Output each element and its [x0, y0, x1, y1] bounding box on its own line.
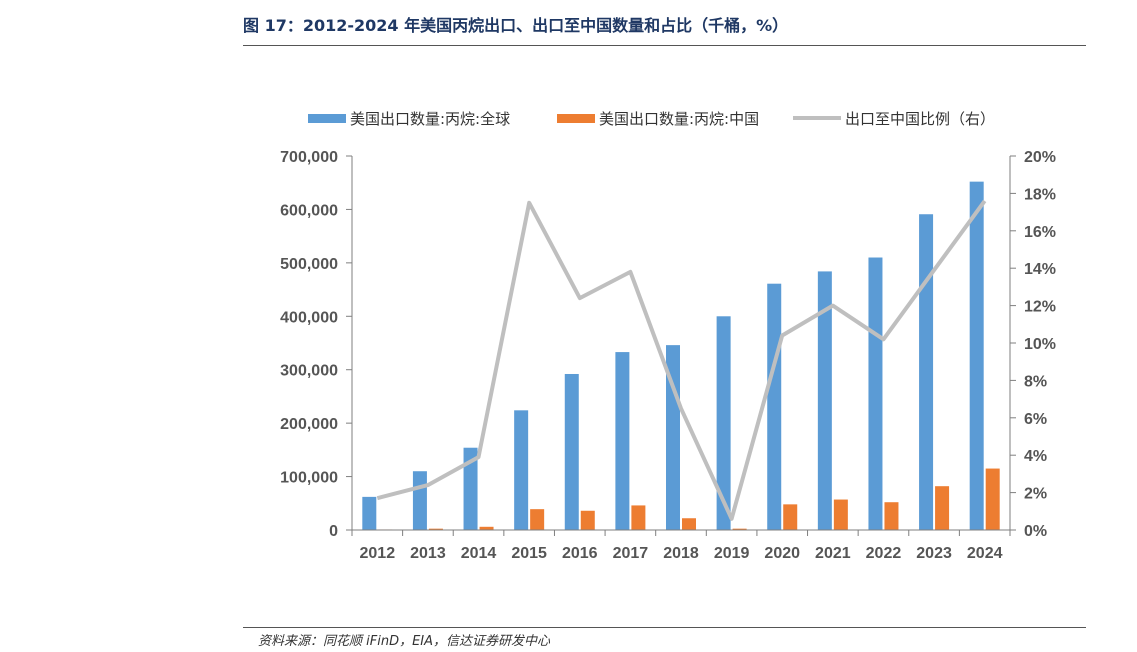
left-tick-label: 300,000 [280, 363, 338, 380]
ratio-line-layer [376, 199, 987, 521]
bar-global-2015 [514, 410, 529, 530]
x-tick-label: 2024 [967, 545, 1003, 562]
bar-global-2016 [564, 373, 579, 530]
legend-global-label: 美国出口数量:丙烷:全球 [350, 110, 510, 128]
x-tick-label: 2014 [461, 545, 497, 562]
legend-ratio-label: 出口至中国比例（右） [845, 110, 995, 128]
left-tick-label: 200,000 [280, 416, 338, 433]
x-tick-label: 2021 [815, 545, 851, 562]
axes [346, 155, 1016, 536]
left-tick-label: 500,000 [280, 256, 338, 273]
right-tick-label: 4% [1024, 448, 1047, 465]
right-tick-label: 0% [1024, 523, 1047, 540]
bar-global-2021 [817, 271, 832, 530]
x-tick-label: 2015 [511, 545, 547, 562]
bar-global-2023 [919, 214, 934, 531]
legend-china-swatch [557, 114, 595, 123]
bar-china-2017 [631, 505, 646, 530]
bar-china-2016 [580, 510, 595, 530]
right-tick-label: 12% [1024, 299, 1056, 316]
right-tick-label: 20% [1024, 149, 1056, 166]
bar-global-2013 [412, 471, 427, 530]
title-rule [243, 45, 1086, 46]
bar-global-2019 [716, 316, 731, 530]
bar-china-2018 [682, 518, 696, 530]
legend-global-swatch [308, 114, 346, 123]
bar-china-2019 [732, 528, 747, 530]
x-tick-label: 2022 [866, 545, 902, 562]
right-tick-label: 14% [1024, 261, 1056, 278]
right-tick-label: 8% [1024, 373, 1047, 390]
x-tick-label: 2013 [410, 545, 446, 562]
left-tick-label: 0 [329, 523, 338, 540]
figure-title: 图 17：2012-2024 年美国丙烷出口、出口至中国数量和占比（千桶，%） [243, 16, 789, 35]
bar-global-2012 [362, 496, 377, 530]
ratio-line [376, 199, 987, 521]
left-tick-label: 400,000 [280, 309, 338, 326]
x-tick-label: 2017 [613, 545, 649, 562]
x-tick-label: 2020 [764, 545, 800, 562]
right-tick-label: 18% [1024, 186, 1056, 203]
bar-china-2014 [479, 526, 494, 530]
bar-china-2015 [530, 509, 545, 530]
bar-china-2023 [935, 486, 950, 530]
x-tick-label: 2023 [916, 545, 952, 562]
bar-china-2021 [833, 499, 848, 530]
source-note: 资料来源：同花顺 iFinD，EIA，信达证券研发中心 [258, 634, 551, 649]
bars [362, 181, 1000, 531]
bar-global-2014 [463, 447, 478, 530]
right-tick-label: 10% [1024, 336, 1056, 353]
left-tick-label: 700,000 [280, 149, 338, 166]
legend: 美国出口数量:丙烷:全球 美国出口数量:丙烷:中国 出口至中国比例（右） [308, 110, 995, 128]
right-tick-label: 2% [1024, 486, 1047, 503]
bar-china-2022 [884, 502, 899, 530]
legend-china-label: 美国出口数量:丙烷:中国 [599, 110, 759, 128]
bar-china-2013 [428, 528, 443, 530]
right-tick-label: 6% [1024, 411, 1047, 428]
left-tick-label: 600,000 [280, 202, 338, 219]
x-tick-label: 2019 [714, 545, 750, 562]
x-tick-label: 2016 [562, 545, 598, 562]
bar-china-2020 [783, 504, 798, 530]
x-tick-label: 2018 [663, 545, 699, 562]
bar-china-2024 [985, 468, 1000, 530]
left-tick-label: 100,000 [280, 470, 338, 487]
right-tick-label: 16% [1024, 224, 1056, 241]
bar-global-2020 [767, 283, 782, 530]
x-tick-label: 2012 [360, 545, 396, 562]
tick-labels: 0 100,000 200,000 300,000 400,000 500,000 600,… [280, 149, 1056, 562]
bar-global-2024 [969, 181, 984, 530]
bar-global-2022 [868, 257, 883, 530]
bar-global-2017 [615, 352, 630, 530]
source-rule [243, 627, 1086, 628]
